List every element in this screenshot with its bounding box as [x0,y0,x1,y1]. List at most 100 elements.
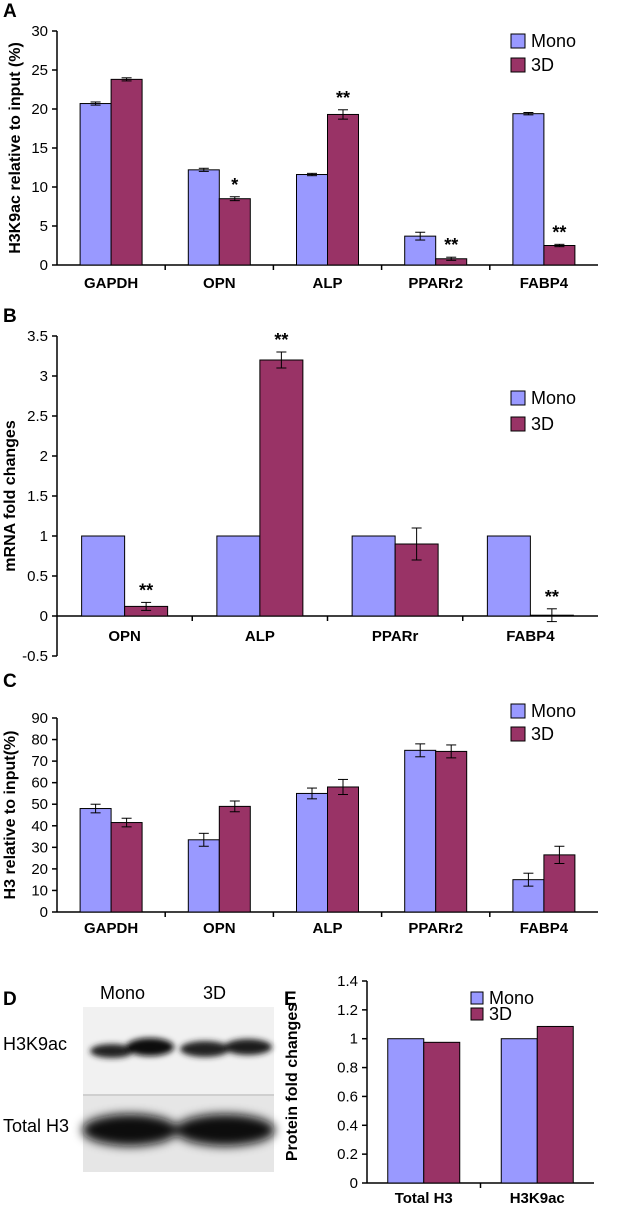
panel-e-y-axis-label: Protein fold changes [284,1003,301,1161]
panel-b-y-tick-label: 3.5 [27,328,48,345]
panel-b-x-category-label: FABP4 [506,628,555,645]
panel-c-x-category-label: OPN [203,920,236,937]
panel-b-y-tick-label: 0 [40,608,48,625]
panel-e-bar-3d-h3k9ac [536,1025,574,1184]
panel-b-bar-mono-pparr [351,535,396,617]
blot-lane-label-mono: Mono [100,983,145,1003]
panel-a-y-tick-label: 15 [31,140,48,157]
panel-a-bar-3d-fabp4 [543,245,576,266]
panel-a-y-tick-label: 30 [31,23,48,40]
panel-e-bar-mono-total-h3 [387,1038,425,1184]
panel-a-bar-mono-fabp4 [512,113,545,266]
panel-d-western-blot: D Mono 3D H3K9ac Total H3 [3,983,275,1172]
panel-a-legend-label-mono: Mono [531,31,576,51]
panel-a-y-axis-label: H3K9ac relative to input (%) [7,42,24,254]
panel-e-legend-label-3d: 3D [489,1004,512,1024]
panel-a-y-tick-label: 25 [31,62,48,79]
panel-c-y-tick-label: 70 [31,753,48,770]
panel-c-y-tick-label: 90 [31,710,48,727]
panel-c-bar-3d-opn [218,805,251,913]
panel-e-legend-swatch-3d [470,1007,484,1021]
panel-c-bar-3d-alp [327,786,359,913]
panel-a-y-tick-label: 5 [40,218,48,235]
panel-a-letter: A [3,1,17,22]
band-h3k9ac-mono-1 [90,1044,134,1058]
panel-c-bar-mono-gapdh [79,808,112,913]
panel-e-y-tick-label: 0.4 [337,1117,358,1134]
panel-a-x-category-label: FABP4 [520,275,569,292]
panel-c-bar-3d-gapdh [110,822,143,913]
blot-row-label-total-h3: Total H3 [3,1116,69,1136]
panel-b-bar-mono-opn [81,535,126,617]
panel-c-bar-mono-pparr2 [404,749,437,913]
panel-b-y-tick-label: -0.5 [22,648,48,665]
panel-b-letter: B [3,306,17,327]
panel-b-x-category-label: OPN [108,628,141,645]
panel-b-x-category-label: PPARr [372,628,419,645]
panel-a-bar-3d-gapdh [110,78,143,266]
blot-lane-label-3d: 3D [203,983,226,1003]
panel-c-x-category-label: GAPDH [84,920,138,937]
panel-a-bar-mono-gapdh [79,103,112,266]
panel-a-legend-swatch-3d [510,57,526,73]
panel-b-y-tick-label: 1 [40,528,48,545]
panel-e-y-tick-label: 0.6 [337,1088,358,1105]
panel-c-y-tick-label: 80 [31,732,48,749]
panel-b-bar-mono-alp [216,535,261,617]
panel-c-y-tick-label: 60 [31,775,48,792]
panel-b-y-tick-label: 2 [40,448,48,465]
band-h3k9ac-3d-2 [224,1039,272,1055]
panel-a-legend-label-3d: 3D [531,55,554,75]
panel-b-legend-swatch-3d [510,416,526,432]
panel-a-bar-mono-pparr2 [404,235,437,266]
panel-c-letter: C [3,671,17,692]
panel-c-y-tick-label: 50 [31,796,48,813]
panel-c-legend-swatch-3d [510,726,526,742]
panel-c-bar-mono-opn [187,839,220,913]
panel-e-y-tick-label: 1.4 [337,973,358,990]
panel-b-y-tick-label: 3 [40,368,48,385]
panel-b-legend-swatch-mono [510,390,526,406]
panel-c-x-category-label: PPARr2 [408,920,463,937]
panel-c-chart: C H3 relative to input(%) 0 10 20 30 40 50 60 70 8… [2,671,598,937]
panel-a-x-category-label: ALP [313,275,343,292]
panel-b-x-category-label: ALP [245,628,275,645]
panel-a-bar-mono-opn [187,169,220,266]
panel-e-letter: E [284,989,297,1010]
panel-e-y-tick-label: 0.2 [337,1146,358,1163]
panel-e-legend-swatch-mono [470,991,484,1005]
panel-c-y-tick-label: 20 [31,861,48,878]
panel-b-significance-marker: ** [139,580,153,600]
panel-a-chart: A H3K9ac relative to input (%) 0 5 10 15 20 25 3… [3,1,598,292]
panel-a-x-category-label: PPARr2 [408,275,463,292]
panel-a-y-tick-label: 0 [40,257,48,274]
panel-c-legend-label-3d: 3D [531,724,554,744]
panel-b-significance-marker: ** [274,330,288,350]
panel-c-x-category-label: FABP4 [520,920,569,937]
panel-a-bar-3d-opn [218,198,251,266]
panel-b-y-tick-label: 0.5 [27,568,48,585]
panel-a-bar-3d-alp [327,113,359,266]
panel-a-significance-marker: ** [444,235,458,255]
panel-c-legend-swatch-mono [510,703,526,719]
blot-row-label-h3k9ac: H3K9ac [3,1034,67,1054]
panel-a-significance-marker: * [231,175,238,195]
panel-a-significance-marker: ** [336,88,350,108]
band-h3k9ac-mono-2 [126,1038,174,1056]
blot-bands-total-h3 [82,1114,275,1146]
panel-a-y-tick-label: 20 [31,101,48,118]
panel-c-y-axis-label: H3 relative to input(%) [2,731,19,900]
panel-c-y-tick-label: 0 [40,904,48,921]
panel-b-y-axis-label: mRNA fold changes [2,420,19,572]
band-total-h3-3d [175,1114,275,1146]
panel-a-x-category-label: OPN [203,275,236,292]
panel-c-bar-mono-alp [296,792,328,913]
panel-c-y-tick-label: 40 [31,818,48,835]
panel-e-y-tick-label: 0.8 [337,1060,358,1077]
panel-b-legend-label-mono: Mono [531,388,576,408]
panel-e-x-category-label: Total H3 [395,1190,453,1205]
blot-bands-h3k9ac [90,1038,272,1058]
panel-a-significance-marker: ** [552,222,566,242]
